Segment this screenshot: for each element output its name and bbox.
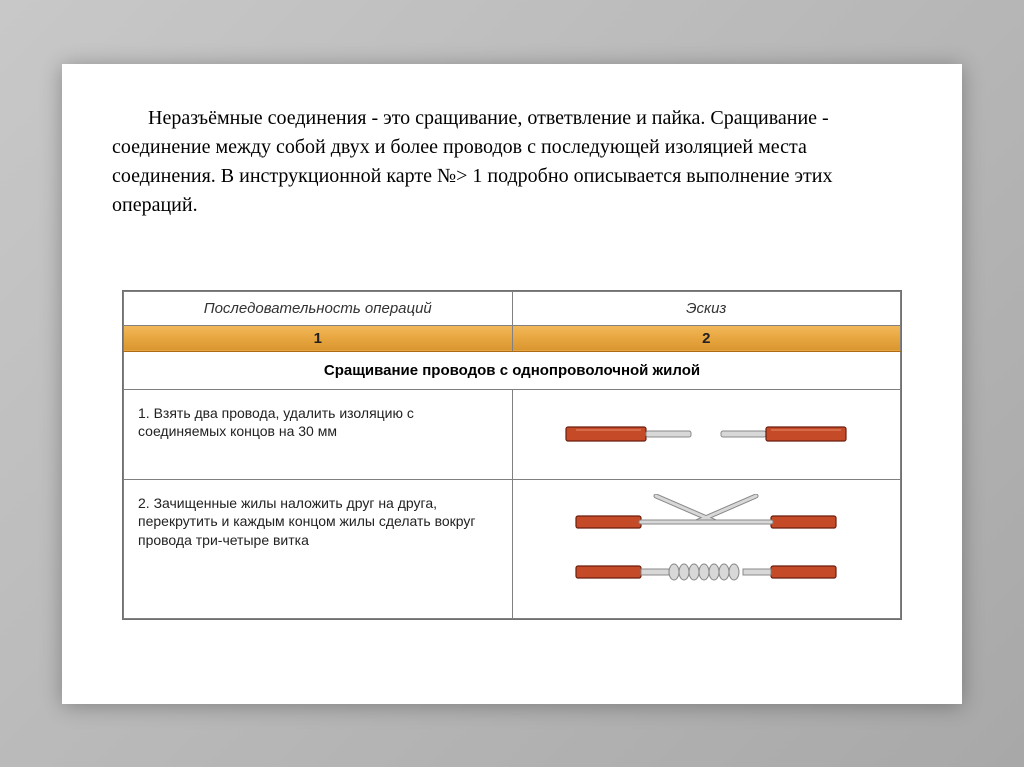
step-1-text: 1. Взять два провода, удалить изоляцию с… bbox=[124, 389, 513, 479]
header-sketch: Эскиз bbox=[512, 291, 901, 325]
wire-twist-icon bbox=[556, 494, 856, 604]
table-header-row: Последовательность операций Эскиз bbox=[124, 291, 901, 325]
section-title: Сращивание проводов с однопроволочной жи… bbox=[124, 351, 901, 389]
intro-text-content: Неразъёмные соединения - это сращивание,… bbox=[112, 104, 912, 220]
header-operations: Последовательность операций bbox=[124, 291, 513, 325]
intro-paragraph: Неразъёмные соединения - это сращивание,… bbox=[112, 104, 912, 220]
table-row: 2. Зачищенные жилы наложить друг на друг… bbox=[124, 479, 901, 618]
wire-strip-icon bbox=[556, 409, 856, 459]
instruction-table-wrapper: Последовательность операций Эскиз 1 2 Ср… bbox=[122, 290, 902, 620]
table-number-row: 1 2 bbox=[124, 325, 901, 351]
instruction-table: Последовательность операций Эскиз 1 2 Ср… bbox=[123, 291, 901, 619]
table-row: 1. Взять два провода, удалить изоляцию с… bbox=[124, 389, 901, 479]
step-2-text: 2. Зачищенные жилы наложить друг на друг… bbox=[124, 479, 513, 618]
col-number-1: 1 bbox=[124, 325, 513, 351]
document-page: Неразъёмные соединения - это сращивание,… bbox=[62, 64, 962, 704]
col-number-2: 2 bbox=[512, 325, 901, 351]
step-2-sketch bbox=[512, 479, 901, 618]
step-1-sketch bbox=[512, 389, 901, 479]
table-section-row: Сращивание проводов с однопроволочной жи… bbox=[124, 351, 901, 389]
